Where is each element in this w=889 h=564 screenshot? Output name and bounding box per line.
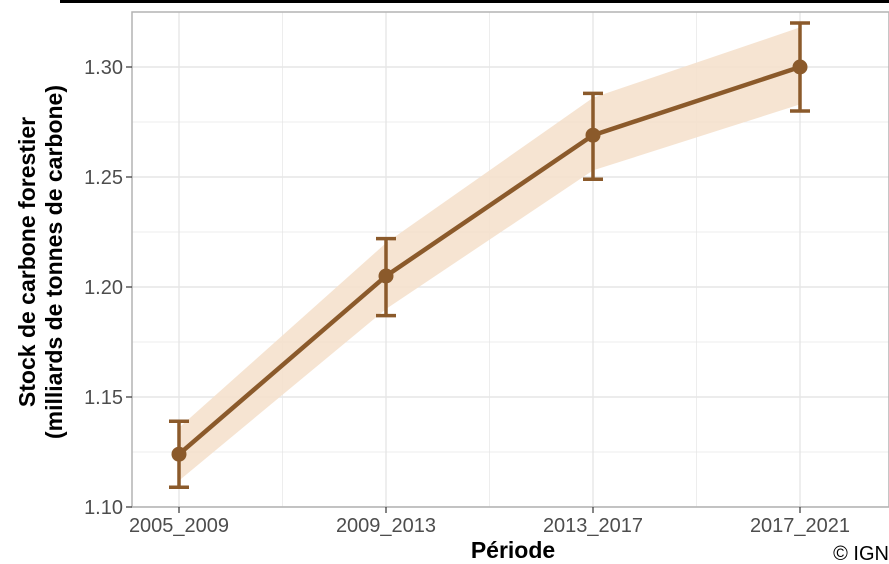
x-axis-title: Période (471, 537, 555, 563)
y-tick-label: 1.15 (84, 387, 123, 409)
y-tick-label: 1.25 (84, 167, 123, 189)
copyright-credit: © IGN (833, 543, 889, 564)
y-axis-ticks: 1.10 1.15 1.20 1.25 1.30 (84, 57, 132, 519)
top-rule (60, 0, 889, 3)
y-tick-label: 1.10 (84, 497, 123, 519)
y-axis-title-line1: Stock de carbone forestier (14, 117, 40, 407)
y-tick-label: 1.30 (84, 57, 123, 79)
plot-panel (131, 11, 889, 508)
series-line (177, 64, 801, 456)
x-tick-label: 2013_2017 (543, 515, 643, 537)
data-point (585, 127, 601, 143)
y-axis-title-line2: (milliards de tonnes de carbone) (41, 85, 67, 439)
x-tick-label: 2017_2021 (750, 515, 850, 537)
y-tick-label: 1.20 (84, 277, 123, 299)
data-point (378, 268, 394, 284)
data-points (171, 59, 808, 462)
x-tick-label: 2005_2009 (129, 515, 229, 537)
x-tick-label: 2009_2013 (336, 515, 436, 537)
data-point (171, 446, 187, 462)
data-point (792, 59, 808, 75)
x-axis-ticks: 2005_2009 2009_2013 2013_2017 2017_2021 (129, 507, 850, 537)
confidence-band (179, 27, 800, 481)
